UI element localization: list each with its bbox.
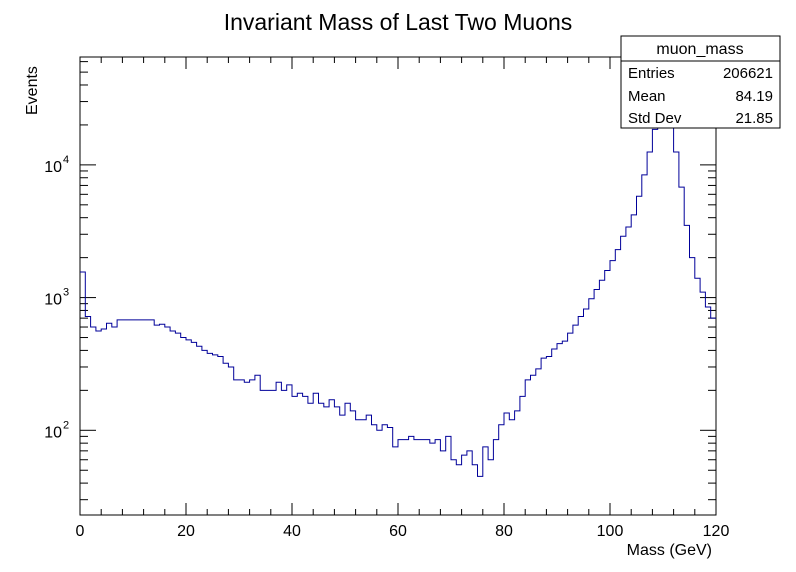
stats-entries-label: Entries (628, 65, 675, 82)
x-tick-label: 80 (495, 523, 513, 540)
stats-mean-label: Mean (628, 88, 666, 105)
x-axis-label: Mass (GeV) (627, 542, 712, 559)
stats-box-title: muon_mass (656, 41, 743, 58)
y-tick-label-exponent: 3 (63, 287, 69, 299)
stats-entries-value: 206621 (723, 65, 773, 82)
stats-box: muon_mass Entries 206621 Mean 84.19 Std … (620, 35, 781, 129)
y-tick-label-base: 10 (44, 424, 62, 441)
chart-title: Invariant Mass of Last Two Muons (224, 9, 573, 35)
x-tick-label: 40 (283, 523, 301, 540)
y-tick-label-base: 10 (44, 292, 62, 309)
stats-stddev-value: 21.85 (735, 110, 773, 127)
histogram-line (80, 95, 716, 477)
x-tick-label: 0 (76, 523, 85, 540)
x-tick-label: 120 (703, 523, 730, 540)
y-axis-label: Events (24, 66, 41, 115)
y-tick-label-exponent: 4 (63, 154, 69, 166)
x-tick-label: 20 (177, 523, 195, 540)
y-axis-ticks (80, 61, 716, 501)
x-tick-label: 100 (597, 523, 624, 540)
x-tick-labels: 0 20 40 60 80 100 120 (76, 523, 730, 540)
x-tick-label: 60 (389, 523, 407, 540)
y-tick-label-base: 10 (44, 159, 62, 176)
stats-mean-value: 84.19 (735, 88, 773, 105)
y-tick-label-exponent: 2 (63, 419, 69, 431)
stats-stddev-label: Std Dev (628, 110, 682, 127)
